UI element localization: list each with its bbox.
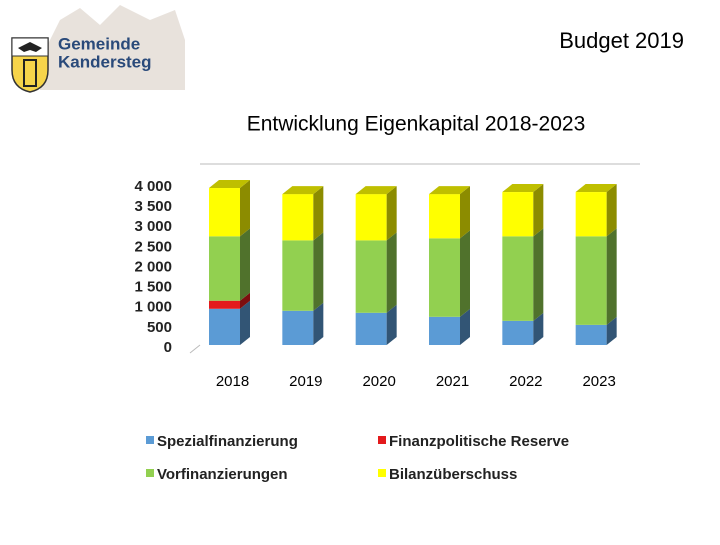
legend-swatch [378,436,386,444]
bar-top [355,186,397,195]
bar-segment [282,240,314,311]
logo-mountains [40,5,185,90]
x-tick-label: 2022 [509,373,542,390]
bar-segment [282,310,314,345]
bar-segment [282,194,314,241]
bar-segment [355,312,387,345]
bar-side [240,292,250,309]
bar-side [240,300,250,345]
bar-segment [429,238,460,317]
legend-label: Vorfinanzierungen [157,466,288,483]
bar-side [240,180,250,237]
logo-eagle [18,42,42,52]
bar-segment [575,324,607,345]
slide-title: Budget 2019 [559,28,684,53]
bar-top [575,184,617,193]
legend-label: Bilanzüberschuss [389,466,517,483]
x-tick-label: 2018 [216,373,249,390]
bar-side [533,312,544,345]
bar-side [460,230,470,317]
bar-segment [502,192,534,237]
bar-segment [209,188,240,237]
bar-segment [575,192,607,237]
bar-top [209,180,250,189]
y-tick-label: 2 000 [134,258,172,275]
bar-top [282,186,324,195]
bar-side [533,228,544,321]
bar-segment [209,236,240,301]
bar-side [606,184,617,237]
bar-top [429,186,470,195]
bar-side [533,184,544,237]
logo: Gemeinde Kandersteg [11,5,185,93]
bar-segment [429,316,460,345]
y-tick-label: 1 000 [134,299,172,316]
bar-side [313,302,324,345]
bar-segment [355,194,387,241]
bar-segment [502,236,534,321]
legend-label: Spezialfinanzierung [157,433,298,450]
chart-title: Entwicklung Eigenkapital 2018-2023 [247,113,586,136]
bar-segment [209,300,240,309]
bar-side [460,308,470,345]
bar-segment [502,320,534,345]
y-tick-label: 500 [147,319,172,336]
x-tick-label: 2020 [362,373,395,390]
bar-segment [575,236,607,325]
y-tick-label: 3 000 [134,218,172,235]
logo-ladder [23,59,37,87]
x-tick-label: 2021 [436,373,469,390]
bar-side [460,186,470,239]
x-tick-label: 2019 [289,373,322,390]
bar-top [502,184,544,193]
y-tick-label: 2 500 [134,238,172,255]
y-tick-label: 3 500 [134,198,172,215]
logo-text: Kandersteg [58,52,152,71]
bar-side [386,186,397,241]
legend-swatch [378,469,386,477]
bar-side [386,232,397,313]
legend-swatch [146,436,154,444]
y-tick-label: 0 [164,339,172,356]
x-tick-label: 2023 [582,373,615,390]
y-tick-label: 4 000 [134,178,172,195]
bar-side [606,228,617,325]
bar-side [606,316,617,345]
legend-label: Finanzpolitische Reserve [389,433,569,450]
bar-side [240,228,250,301]
bar-segment [355,240,387,313]
bar-side [386,304,397,345]
logo-text: Gemeinde [58,34,140,53]
bar-segment [429,194,460,239]
bar-segment [209,308,240,345]
legend-swatch [146,469,154,477]
floor-edge [189,344,201,354]
bar-side [313,186,324,241]
bar-side [313,232,324,311]
y-tick-label: 1 500 [134,279,172,296]
